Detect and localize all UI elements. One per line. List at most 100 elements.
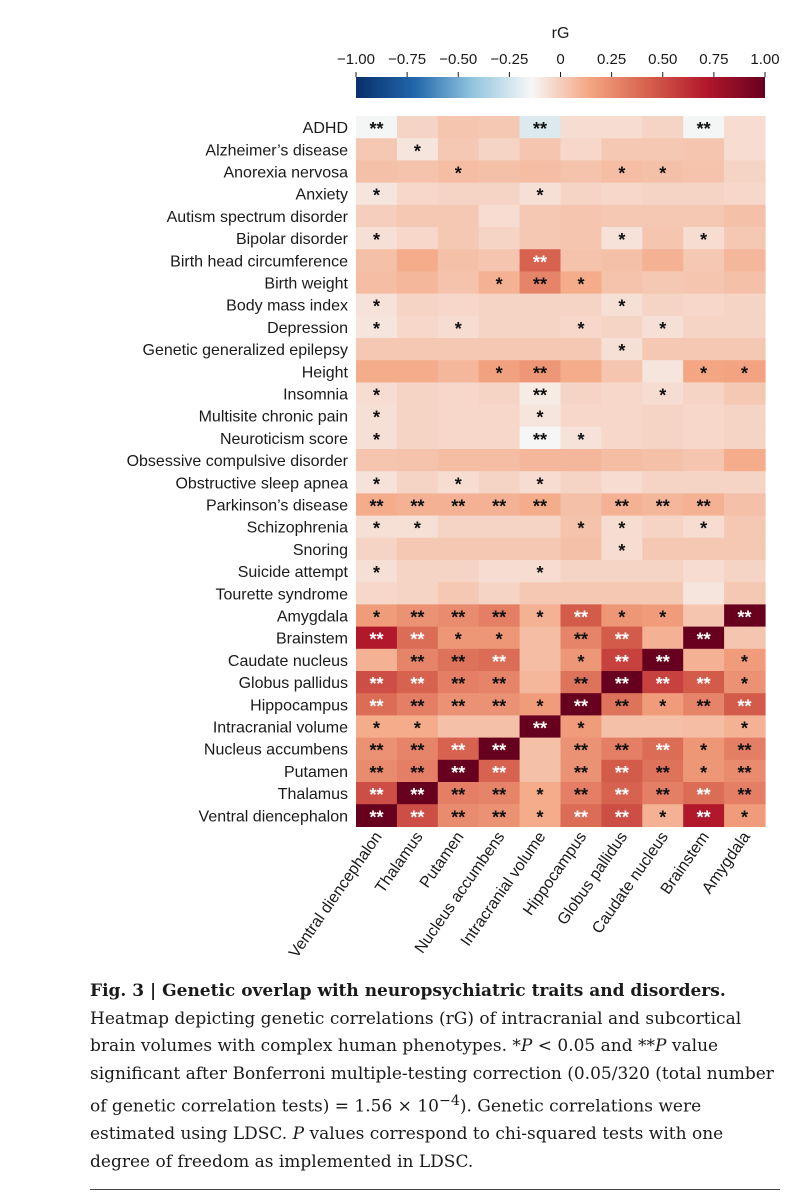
significance-marker: ** — [492, 497, 506, 517]
row-label-genetic-generalized-epilepsy: Genetic generalized epilepsy — [143, 342, 348, 359]
significance-marker: * — [659, 319, 666, 339]
row-label-obstructive-sleep-apnea: Obstructive sleep apnea — [175, 475, 348, 492]
heatmap-cell — [560, 449, 602, 472]
heatmap-cell — [642, 804, 684, 827]
row-label-insomnia: Insomnia — [283, 387, 348, 404]
heatmap-cell — [519, 471, 562, 494]
heatmap-cell — [519, 626, 562, 650]
heatmap-cell — [396, 404, 439, 428]
heatmap-cell — [601, 582, 643, 605]
colorbar-tick-label: 0.25 — [597, 51, 626, 68]
significance-marker: ** — [574, 674, 588, 694]
significance-marker: * — [700, 230, 707, 250]
heatmap-cell — [724, 804, 766, 827]
significance-marker: ** — [492, 763, 506, 783]
heatmap-cell — [642, 537, 684, 561]
heatmap-cell — [560, 626, 602, 650]
heatmap-cell — [724, 271, 766, 295]
heatmap-cell — [560, 537, 602, 561]
row-label-birth-weight: Birth weight — [264, 276, 348, 293]
heatmap-cell — [519, 271, 562, 295]
heatmap-cell — [356, 404, 398, 428]
heatmap-cell — [683, 204, 725, 228]
significance-marker: ** — [697, 497, 711, 517]
heatmap-cell — [437, 426, 480, 450]
significance-marker: ** — [574, 608, 588, 628]
significance-marker: ** — [697, 807, 711, 827]
caption-text-5: values correspond to chi-squared tests w… — [90, 1124, 724, 1172]
heatmap-cell — [560, 515, 602, 539]
heatmap-cell — [437, 648, 480, 672]
heatmap-cell — [724, 715, 766, 739]
significance-marker: ** — [451, 608, 465, 628]
heatmap-cell — [356, 426, 398, 450]
heatmap-cell — [601, 204, 643, 228]
heatmap-cell — [519, 160, 562, 184]
heatmap-cell — [683, 382, 725, 406]
caption-text-2: < 0.05 and ** — [532, 1036, 656, 1056]
significance-marker: ** — [615, 696, 629, 716]
heatmap-cell — [724, 449, 766, 472]
row-label-depression: Depression — [267, 320, 348, 337]
heatmap-cell — [356, 249, 398, 272]
significance-marker: * — [455, 319, 462, 339]
heatmap-cell — [519, 404, 562, 428]
heatmap-cell — [560, 293, 602, 317]
row-label-parkinson-s-disease: Parkinson’s disease — [206, 498, 348, 515]
significance-marker: ** — [574, 696, 588, 716]
heatmap-cell — [560, 116, 602, 139]
heatmap-cell — [478, 648, 521, 672]
heatmap-cell — [478, 626, 521, 650]
heatmap-cell — [519, 182, 562, 206]
significance-marker: * — [741, 674, 748, 694]
heatmap-cell — [560, 693, 602, 716]
heatmap-cell — [683, 737, 725, 761]
row-label-suicide-attempt: Suicide attempt — [238, 564, 349, 581]
heatmap-cell — [683, 471, 725, 494]
heatmap-cell — [478, 715, 521, 739]
heatmap-chart: rG −1.00 −0.75 −0.50 −0.25 0 0.25 0.50 0.75 1.00 *… — [127, 25, 780, 960]
heatmap-cell — [478, 382, 521, 406]
heatmap-cell — [724, 626, 766, 650]
significance-marker: * — [618, 608, 625, 628]
significance-marker: * — [741, 652, 748, 672]
heatmap-cell — [396, 715, 439, 739]
significance-marker: * — [537, 408, 544, 428]
significance-marker: ** — [615, 652, 629, 672]
row-label-autism-spectrum-disorder: Autism spectrum disorder — [167, 209, 349, 226]
heatmap-cell — [478, 293, 521, 317]
significance-marker: * — [373, 408, 380, 428]
heatmap-cell — [396, 782, 439, 805]
heatmap-cell — [642, 782, 684, 805]
heatmap-cell — [396, 271, 439, 295]
significance-marker: ** — [492, 807, 506, 827]
significance-marker: ** — [615, 763, 629, 783]
significance-marker: ** — [533, 497, 547, 517]
row-label-schizophrenia: Schizophrenia — [247, 520, 349, 537]
heatmap-cell — [683, 493, 725, 517]
significance-marker: ** — [697, 630, 711, 650]
significance-marker: * — [414, 141, 421, 161]
heatmap-cell — [724, 604, 766, 628]
heatmap-cell — [396, 360, 439, 383]
significance-marker: ** — [369, 807, 383, 827]
significance-marker: * — [373, 230, 380, 250]
heatmap-cell — [683, 138, 725, 161]
heatmap-cell — [642, 604, 684, 628]
heatmap-cell — [437, 271, 480, 295]
heatmap-cell — [642, 404, 684, 428]
significance-marker: * — [455, 630, 462, 650]
significance-marker: * — [373, 297, 380, 317]
heatmap-cell — [478, 515, 521, 539]
significance-marker: ** — [492, 608, 506, 628]
significance-marker: ** — [697, 674, 711, 694]
heatmap-cell — [356, 493, 398, 517]
caption-text-4: ). Genetic correlations were estimated u… — [90, 1096, 702, 1145]
heatmap-cell — [601, 759, 643, 783]
heatmap-cell — [356, 782, 398, 805]
heatmap-cell — [724, 737, 766, 761]
heatmap-cell — [478, 182, 521, 206]
heatmap-cell — [724, 293, 766, 317]
heatmap-cell — [683, 315, 725, 339]
significance-marker: ** — [410, 763, 424, 783]
